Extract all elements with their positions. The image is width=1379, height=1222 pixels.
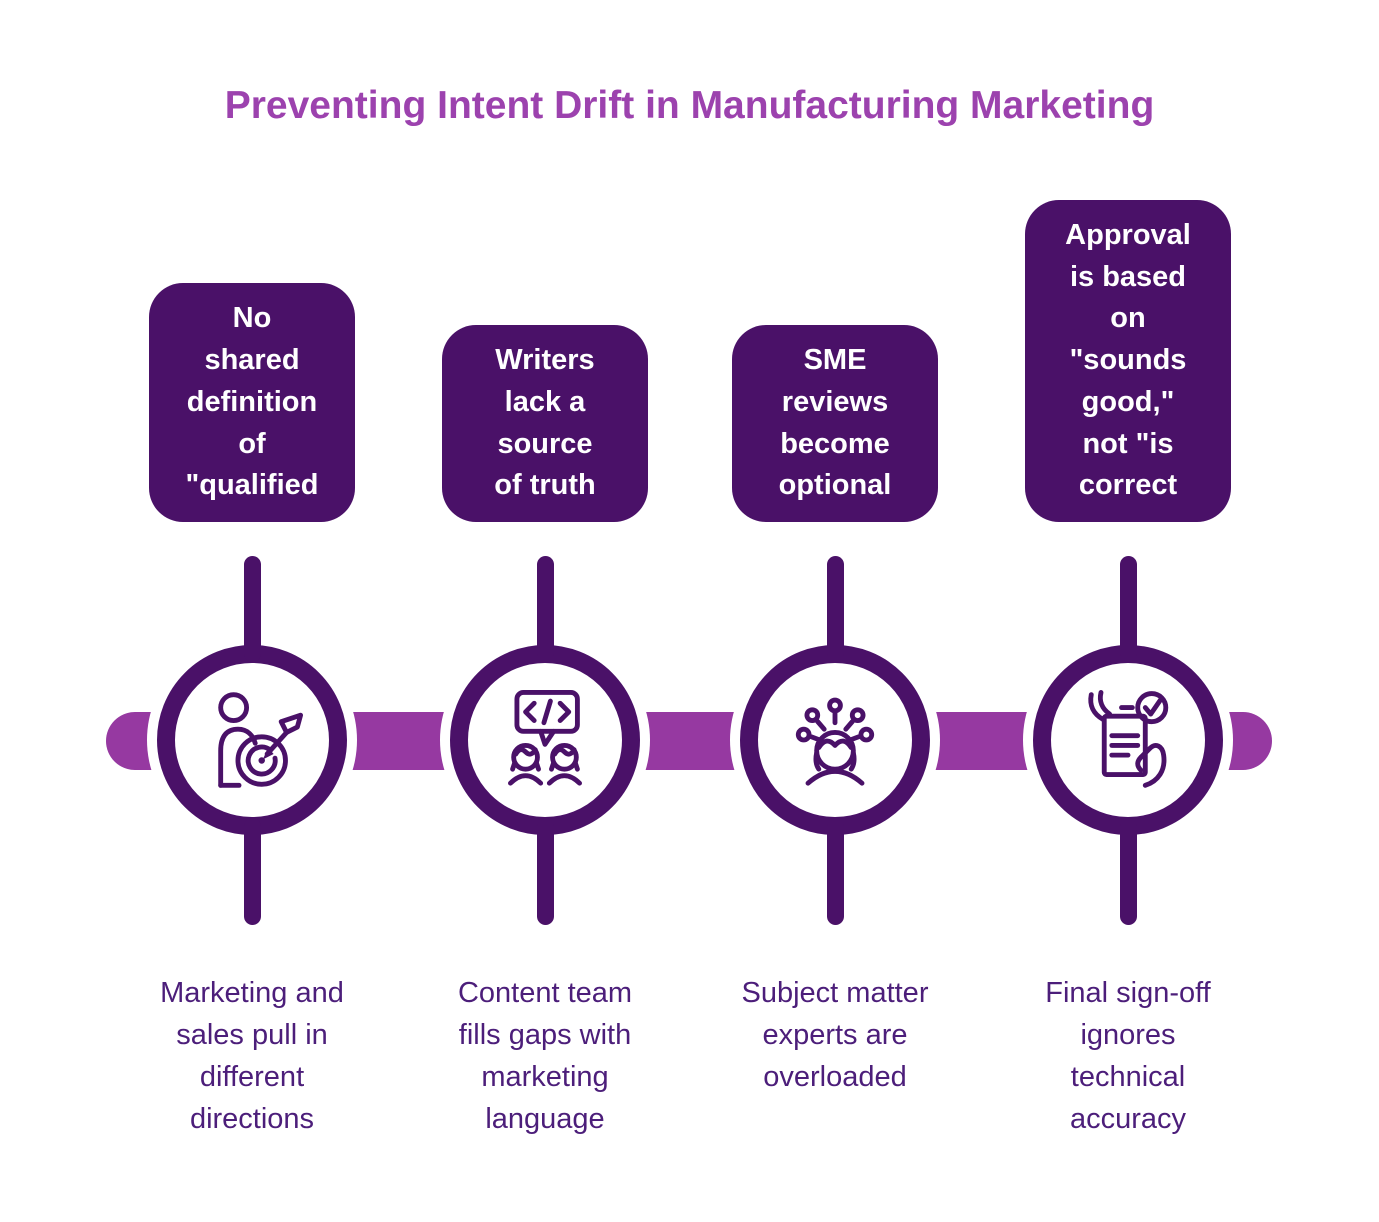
code-review-people-icon bbox=[508, 690, 582, 786]
connector-stem-bottom bbox=[243, 818, 261, 925]
step-description: Final sign-off ignores technical accurac… bbox=[1045, 977, 1211, 1136]
problem-box: Writers lack a source of truth bbox=[442, 325, 648, 522]
step-column-2: Writers lack a source of truth bbox=[405, 0, 685, 1222]
connector-stem-bottom bbox=[536, 818, 554, 925]
step-column-4: Approval is based on "sounds good," not … bbox=[988, 0, 1268, 1222]
problem-box: Approval is based on "sounds good," not … bbox=[1025, 199, 1231, 522]
connector-stem-top bbox=[536, 556, 554, 662]
person-target-icon bbox=[218, 692, 304, 788]
connector-stem-top bbox=[243, 556, 261, 662]
problem-box: SME reviews become optional bbox=[732, 325, 938, 522]
milestone-circle bbox=[450, 645, 640, 835]
connector-stem-top bbox=[1119, 556, 1137, 662]
step-description: Marketing and sales pull in different di… bbox=[160, 977, 344, 1136]
step-description: Subject matter experts are overloaded bbox=[741, 977, 929, 1094]
connector-stem-bottom bbox=[1119, 818, 1137, 925]
milestone-circle bbox=[1033, 645, 1223, 835]
step-description: Content team fills gaps with marketing l… bbox=[457, 977, 633, 1136]
document-approval-icon bbox=[1088, 690, 1169, 788]
step-column-3: SME reviews become optional bbox=[695, 0, 975, 1222]
problem-box: No shared definition of "qualified bbox=[149, 283, 355, 522]
connector-stem-bottom bbox=[826, 818, 844, 925]
infographic-title: Preventing Intent Drift in Manufacturing… bbox=[224, 84, 1155, 127]
step-column-1: No shared definition of "qualified Marke… bbox=[112, 0, 392, 1222]
milestone-circle bbox=[157, 645, 347, 835]
connector-stem-top bbox=[826, 556, 844, 662]
overloaded-person-icon bbox=[795, 697, 875, 786]
milestone-circle bbox=[740, 645, 930, 835]
